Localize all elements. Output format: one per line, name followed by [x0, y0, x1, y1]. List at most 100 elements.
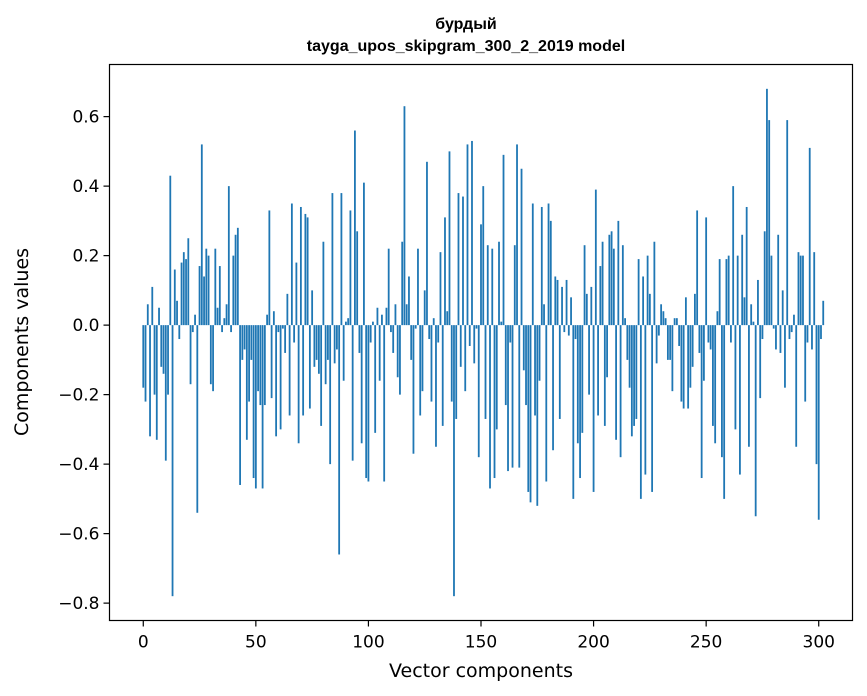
y-tick-label: 0.2 [72, 247, 99, 267]
bar [430, 325, 433, 402]
bar [279, 325, 282, 430]
bar [302, 325, 305, 416]
bar [601, 241, 604, 326]
bar [802, 255, 804, 326]
bar [290, 203, 293, 326]
bar [270, 325, 273, 399]
bar [637, 259, 640, 326]
bar [813, 252, 816, 326]
y-tick-label: −0.4 [58, 455, 99, 475]
bar [788, 325, 791, 340]
bar [342, 325, 345, 381]
bar [795, 325, 798, 447]
bar [617, 220, 620, 326]
bar [144, 325, 147, 402]
bar [709, 325, 712, 350]
x-tick-label: 0 [138, 633, 149, 653]
bar [696, 210, 699, 326]
bar [666, 325, 669, 360]
bar [493, 325, 496, 479]
bar [200, 144, 203, 326]
bar [403, 106, 406, 326]
bar [534, 325, 536, 416]
bar [736, 255, 739, 326]
bar [680, 325, 683, 402]
bar [639, 325, 642, 499]
bar [378, 325, 381, 381]
bar [155, 325, 158, 440]
chart-subtitle: tayga_upos_skipgram_300_2_2019 model [307, 38, 625, 55]
bar [520, 168, 523, 326]
bar [608, 234, 611, 326]
bar [223, 318, 226, 326]
bar [212, 325, 214, 392]
bar [333, 325, 336, 364]
bar [597, 325, 599, 416]
bar [450, 325, 453, 402]
bar [693, 293, 696, 326]
bar [428, 325, 431, 340]
bar [331, 193, 334, 326]
bar [308, 325, 311, 409]
bar [565, 279, 568, 326]
bar [689, 325, 692, 388]
bar [351, 325, 354, 461]
x-tick-label: 150 [465, 633, 497, 653]
bar [468, 325, 471, 346]
bar [338, 325, 341, 555]
bar [396, 325, 399, 378]
bar [525, 325, 527, 406]
bar [612, 248, 615, 326]
bar [392, 325, 395, 353]
bar [180, 262, 183, 326]
bar [579, 325, 581, 479]
bar [739, 325, 741, 475]
bar [822, 300, 825, 326]
bar [759, 325, 762, 399]
bar [412, 325, 415, 454]
bar [272, 311, 275, 326]
bar [284, 325, 287, 353]
bar [576, 325, 579, 444]
bar [376, 307, 379, 326]
bar [383, 325, 386, 482]
bar [153, 325, 156, 395]
bar [687, 325, 690, 409]
bar [527, 325, 530, 492]
bar [808, 147, 811, 326]
bar [642, 276, 645, 326]
bar [372, 321, 374, 326]
bar [189, 325, 192, 385]
chart-title: бурдый [435, 16, 496, 33]
bar [345, 321, 347, 326]
bar [718, 259, 721, 326]
bar [448, 151, 451, 326]
bar [241, 325, 244, 360]
bar [757, 279, 759, 326]
bar [423, 290, 426, 326]
bar [464, 325, 467, 392]
bar [149, 325, 151, 437]
bar [365, 325, 368, 479]
bar [164, 325, 167, 461]
bar [232, 255, 235, 326]
bar [421, 325, 424, 392]
bar [655, 325, 658, 364]
bar [732, 186, 735, 326]
bar [498, 241, 500, 326]
bar [209, 325, 212, 385]
bar [770, 255, 773, 326]
x-axis-ticks: 0 50 100 150 200 250 300 [138, 620, 835, 653]
bar [651, 325, 654, 492]
bar [682, 325, 685, 409]
bar [311, 290, 314, 326]
bar [653, 241, 656, 326]
bar [259, 325, 262, 406]
bar [295, 262, 298, 326]
bar [723, 325, 726, 499]
bar [408, 276, 410, 326]
y-tick-label: −0.2 [58, 386, 99, 406]
bar [313, 325, 316, 367]
bar [401, 241, 404, 326]
bar [385, 307, 388, 326]
